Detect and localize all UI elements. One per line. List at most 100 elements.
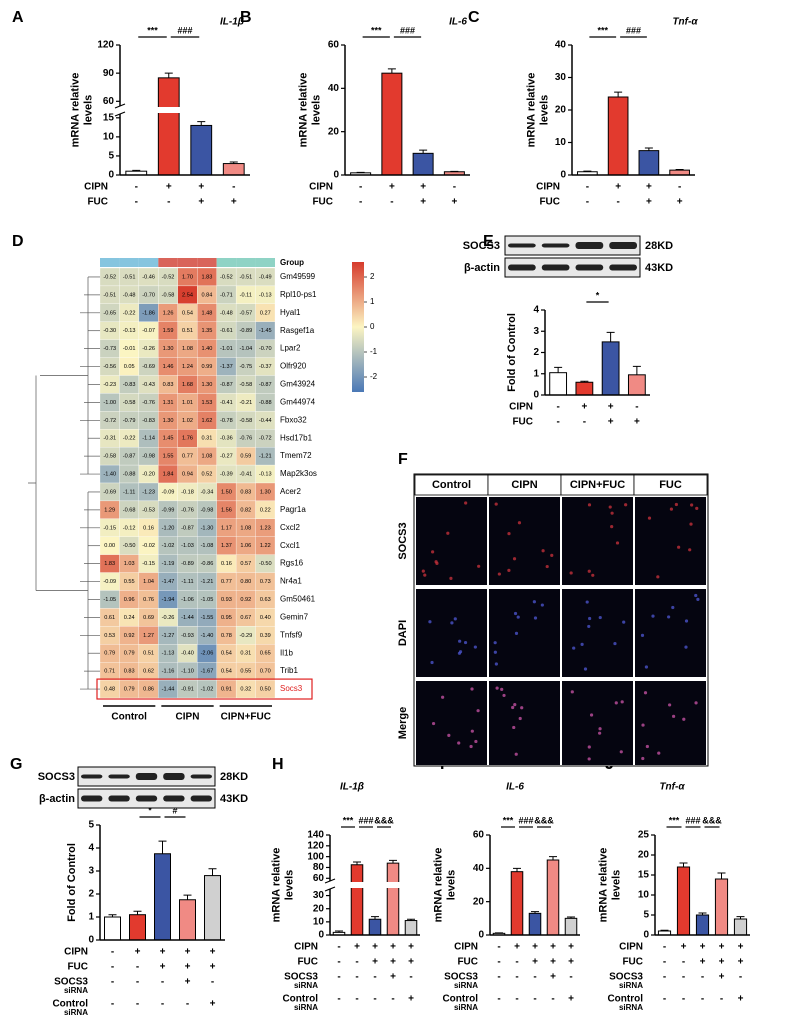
blot-size: 43KD [220, 793, 248, 805]
cell-dot [610, 525, 614, 529]
cell-label: 0.84 [201, 292, 212, 298]
condition-sign: - [355, 972, 358, 983]
cell-dot [669, 507, 674, 511]
cell-label: -0.09 [103, 579, 116, 585]
colorbar [352, 262, 364, 392]
colorbar-label: -1 [370, 347, 378, 356]
cell-label: -0.83 [142, 418, 155, 424]
cell-label: -0.58 [123, 400, 136, 406]
panel-letter: D [12, 233, 24, 250]
cell-dot [619, 750, 623, 754]
cell-dot [624, 503, 628, 507]
cell-label: -1.11 [181, 579, 193, 585]
condition-sign: + [719, 957, 725, 968]
cell-label: -0.22 [123, 436, 136, 442]
condition-sign: - [359, 182, 362, 193]
cell-dot [614, 701, 618, 705]
bar [575, 381, 594, 396]
blot-band [190, 795, 212, 802]
condition-sign: + [532, 942, 538, 953]
condition-sign: + [390, 942, 396, 953]
blot-protein: β-actin [39, 793, 75, 805]
gene-label: Rpl10-ps1 [280, 290, 317, 299]
cell-label: -0.87 [181, 525, 194, 531]
micrograph [416, 589, 487, 677]
cell-label: 0.53 [104, 633, 115, 639]
cell-dot [657, 751, 661, 755]
blot-band [163, 773, 185, 780]
cell-label: -0.39 [220, 472, 233, 478]
cell-dot [469, 744, 473, 749]
condition-label: Control [52, 999, 88, 1010]
cell-dot [569, 571, 573, 575]
cell-label: -0.22 [123, 310, 136, 316]
y-tick-label: 4 [533, 305, 539, 316]
cell-label: -0.71 [220, 292, 233, 298]
panel-letter: H [272, 756, 284, 773]
condition-sign: - [337, 957, 340, 968]
cell-label: 1.01 [182, 400, 193, 406]
condition-label: Control [607, 994, 643, 1005]
micrograph [635, 497, 706, 585]
y-tick-label: 0 [88, 935, 94, 946]
cell-label: -0.43 [142, 382, 155, 388]
blot-size: 43KD [645, 262, 673, 274]
condition-sign: - [359, 197, 362, 208]
cell-dot [585, 600, 589, 604]
cell-label: 0.32 [240, 687, 251, 693]
condition-sign: - [663, 972, 666, 983]
cell-label: 0.61 [104, 615, 115, 621]
error-bar [644, 147, 653, 151]
cell-dot [694, 593, 698, 598]
micrograph [489, 497, 560, 585]
cell-label: -0.58 [162, 292, 175, 298]
cell-dot [643, 691, 648, 695]
condition-label: Control [282, 994, 318, 1005]
cell-label: 1.83 [104, 561, 115, 567]
cell-label: -0.50 [259, 561, 272, 567]
bar [412, 152, 434, 176]
dendrogram [40, 276, 89, 475]
significance-label: ### [626, 25, 641, 35]
cell-label: -0.88 [259, 400, 272, 406]
condition-sign: + [738, 942, 744, 953]
condition-sign: - [515, 972, 518, 983]
cell-dot [608, 505, 612, 509]
condition-sign: - [515, 957, 518, 968]
blot-band [108, 795, 130, 802]
cell-dot [674, 502, 678, 507]
cell-label: -0.58 [239, 418, 252, 424]
cell-dot [514, 631, 519, 635]
cell-label: -0.76 [142, 400, 155, 406]
condition-sign: - [682, 957, 685, 968]
blot-band [609, 242, 637, 249]
cell-label: 1.22 [260, 543, 271, 549]
significance-label: &&& [374, 815, 394, 825]
cell-label: 0.80 [240, 579, 251, 585]
cell-label: 0.83 [163, 382, 174, 388]
cell-dot [453, 617, 457, 621]
cell-dot [450, 621, 454, 625]
y-tick-label: 5 [643, 910, 649, 921]
bar [695, 914, 710, 936]
cell-label: -0.15 [103, 525, 116, 531]
condition-label: Control [442, 994, 478, 1005]
error-bar [717, 872, 726, 879]
blot-band [135, 795, 158, 802]
cell-label: 0.95 [221, 615, 232, 621]
condition-sign: - [135, 197, 138, 208]
cell-dot [690, 503, 694, 507]
cell-dot [518, 716, 522, 721]
cell-label: 0.57 [240, 561, 251, 567]
cell-label: -0.49 [259, 274, 272, 280]
condition-sign: - [701, 994, 704, 1005]
condition-sign: + [198, 182, 204, 193]
error-bar [614, 91, 623, 97]
y-axis-label: levels [310, 95, 322, 126]
cell-dot [493, 650, 497, 654]
cell-label: 0.54 [182, 310, 193, 316]
cell-dot [656, 575, 660, 579]
condition-sign: + [210, 947, 216, 958]
cell-label: -0.13 [259, 472, 272, 478]
cell-dot [640, 633, 645, 638]
